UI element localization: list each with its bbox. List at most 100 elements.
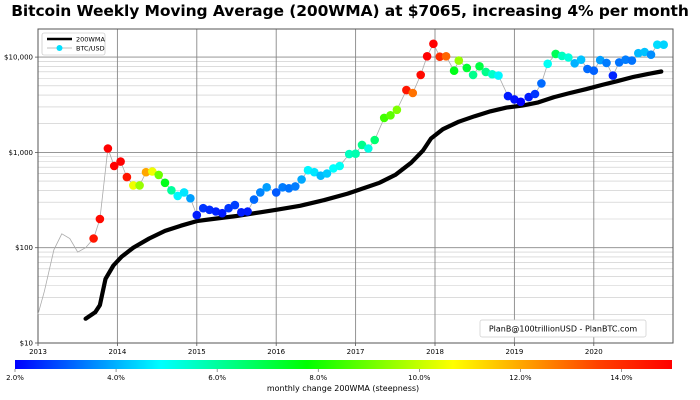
annotation-text: PlanB@100trillionUSD - PlanBTC.com	[489, 325, 637, 334]
colorbar-gradient	[15, 360, 672, 369]
btc-point	[255, 188, 265, 197]
btc-point	[364, 144, 373, 153]
btc-point	[475, 62, 484, 71]
x-tick-label: 2017	[347, 348, 365, 356]
y-tick-label: $1,000	[9, 149, 34, 157]
btc-point	[278, 183, 287, 192]
btc-point	[503, 91, 513, 101]
btc-point	[95, 214, 105, 224]
colorbar-tick-label: 8.0%	[309, 374, 327, 382]
btc-point	[344, 149, 354, 159]
btc-point	[167, 186, 176, 195]
colorbar: 2.0% 4.0% 6.0% 8.0% 10.0% 12.0% 14.0%	[6, 360, 672, 382]
btc-point	[186, 194, 195, 203]
btc-point	[271, 188, 281, 197]
btc-point	[357, 140, 367, 150]
btc-point	[659, 40, 668, 49]
btc-point	[322, 169, 332, 178]
btc-point	[646, 50, 656, 59]
btc-point	[589, 66, 599, 75]
btc-point	[103, 144, 113, 153]
btc-point	[462, 63, 472, 73]
btc-point	[449, 66, 459, 75]
btc-point	[537, 79, 546, 88]
btc-point	[392, 105, 402, 115]
axes-layer: 2013 2014 2015 2016 2017 2018 2019 2020 $10 $100 $…	[4, 28, 674, 356]
colorbar-tick-label: 10.0%	[408, 374, 431, 382]
legend: 200WMA BTC/USD	[41, 32, 105, 56]
btc-point	[135, 181, 144, 190]
legend-btc-marker	[56, 45, 63, 51]
legend-btc-label: BTC/USD	[76, 45, 105, 53]
y-tick-label: $10	[20, 340, 33, 348]
btc-point	[141, 167, 151, 177]
btc-point	[249, 195, 259, 204]
btc-point	[370, 135, 380, 145]
colorbar-tick-label: 12.0%	[509, 374, 532, 382]
btc-point	[422, 52, 432, 61]
btc-point	[408, 88, 418, 98]
colorbar-tick-label: 2.0%	[6, 374, 24, 382]
x-tick-label: 2019	[505, 348, 523, 356]
btc-point	[160, 178, 170, 188]
x-tick-label: 2020	[585, 348, 603, 356]
btc-point	[570, 59, 579, 68]
x-tick-label: 2015	[188, 348, 206, 356]
btc-point	[179, 188, 189, 197]
series-layer	[37, 39, 668, 321]
colorbar-tick-label: 4.0%	[107, 374, 125, 382]
btc-point	[262, 183, 272, 192]
y-tick-label: $100	[15, 244, 33, 252]
x-tick-label: 2013	[29, 348, 47, 356]
btc-point	[576, 55, 586, 64]
btc-point	[122, 172, 132, 182]
btc-point	[429, 39, 438, 49]
btc-point	[468, 70, 478, 80]
btc-point	[192, 210, 202, 220]
x-tick-label: 2018	[426, 348, 444, 356]
200wma-line	[83, 69, 664, 321]
btc-point	[564, 53, 573, 62]
btc-point	[530, 89, 540, 99]
btc-point	[109, 161, 119, 171]
colorbar-title: monthly change 200WMA (steepness)	[267, 384, 419, 393]
btc-point	[454, 56, 464, 65]
btc-point	[243, 207, 252, 216]
btc-point	[116, 157, 125, 166]
grid-layer	[37, 29, 673, 344]
annotation-box: PlanB@100trillionUSD - PlanBTC.com	[479, 319, 647, 338]
legend-200wma-label: 200WMA	[76, 36, 105, 44]
btc-point	[543, 59, 552, 69]
btc-point	[627, 56, 637, 65]
y-tick-label: $10,000	[4, 54, 33, 62]
btc-point	[602, 58, 611, 68]
btc-point	[173, 191, 182, 201]
btc-point	[516, 97, 526, 107]
btc-point	[441, 52, 451, 61]
btc-point	[237, 208, 246, 217]
btc-point	[351, 149, 360, 158]
btc-point	[335, 161, 345, 171]
btc-point	[621, 55, 630, 64]
btc-point	[291, 182, 300, 191]
btc-point	[494, 71, 503, 80]
btc-point	[297, 175, 306, 184]
btc-point	[230, 200, 240, 210]
btc-price-line	[37, 42, 664, 315]
btc-point	[154, 170, 163, 180]
colorbar-tick-label: 6.0%	[208, 374, 226, 382]
btc-point	[310, 167, 319, 177]
x-tick-label: 2016	[267, 348, 285, 356]
btc-point	[402, 85, 411, 95]
btc-point	[148, 167, 157, 176]
btc-point	[416, 70, 426, 80]
btc-point	[608, 71, 618, 80]
btc-point	[129, 181, 138, 190]
btc-point	[89, 234, 98, 243]
colorbar-tick-label: 14.0%	[610, 374, 633, 382]
btc-point	[386, 111, 395, 120]
x-tick-label: 2014	[108, 348, 126, 356]
chart-title: Bitcoin Weekly Moving Average (200WMA) a…	[11, 2, 689, 20]
btc-point	[217, 208, 227, 218]
